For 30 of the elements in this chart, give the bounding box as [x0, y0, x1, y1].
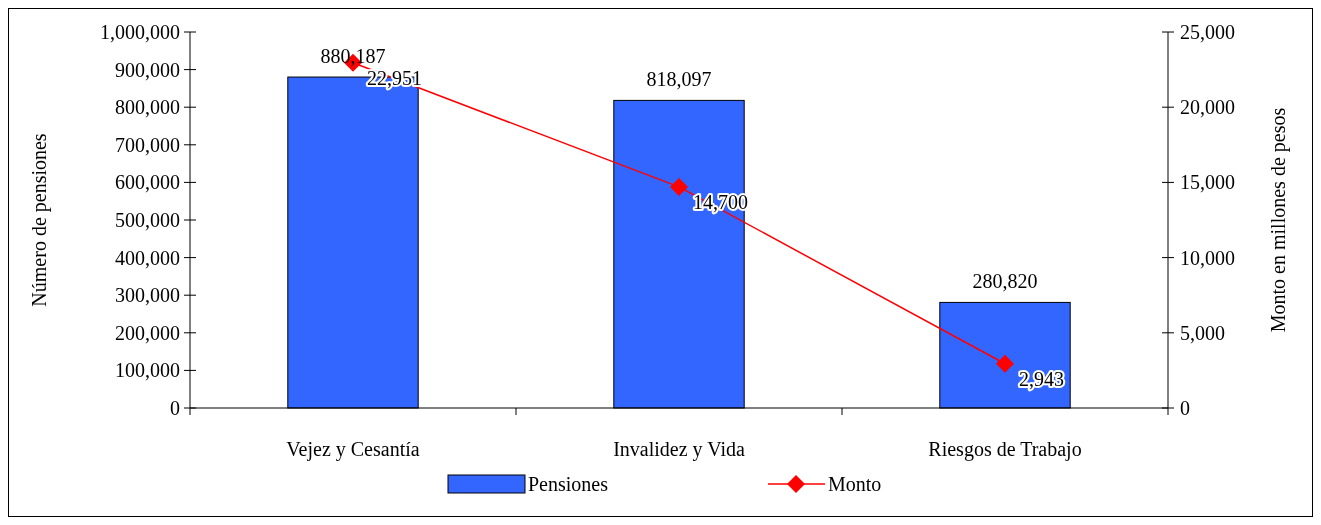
y-axis-title: Número de pensiones — [28, 133, 51, 307]
data-label: 2,943 — [1019, 367, 1064, 390]
legend-label: Pensiones — [528, 473, 609, 495]
y-tick-label: 200,000 — [115, 321, 180, 344]
y2-tick-label: 25,000 — [1180, 21, 1235, 43]
data-label: 280,820 — [972, 270, 1038, 293]
data-label: 818,097 — [646, 68, 712, 91]
y-tick-label: 1,000,000 — [100, 21, 180, 43]
y2-tick-label: 10,000 — [1180, 246, 1235, 269]
data-label: 880,187 — [320, 45, 386, 68]
y-tick-label: 300,000 — [115, 284, 180, 307]
x-tick-label: Riesgos de Trabajo — [928, 438, 1082, 461]
y-tick-label: 0 — [170, 397, 180, 419]
point — [670, 177, 688, 196]
y-tick-label: 800,000 — [115, 96, 180, 119]
y2-tick-label: 20,000 — [1180, 96, 1235, 119]
legend-label: Monto — [828, 473, 882, 495]
y-tick-label: 700,000 — [115, 133, 180, 156]
y2-tick-label: 15,000 — [1180, 171, 1235, 194]
y2-axis-title: Monto en millones de pesos — [1267, 107, 1290, 333]
y2-tick-label: 0 — [1180, 397, 1190, 419]
y-tick-label: 400,000 — [115, 246, 180, 269]
x-tick-label: Invalidez y Vida — [613, 438, 745, 461]
x-tick-label: Vejez y Cesantía — [286, 438, 420, 461]
point — [996, 354, 1014, 373]
y-tick-label: 900,000 — [115, 58, 180, 81]
y-tick-label: 100,000 — [115, 359, 180, 382]
y2-tick-label: 5,000 — [1180, 321, 1225, 344]
y-tick-label: 600,000 — [115, 171, 180, 194]
y-tick-label: 500,000 — [115, 209, 180, 231]
